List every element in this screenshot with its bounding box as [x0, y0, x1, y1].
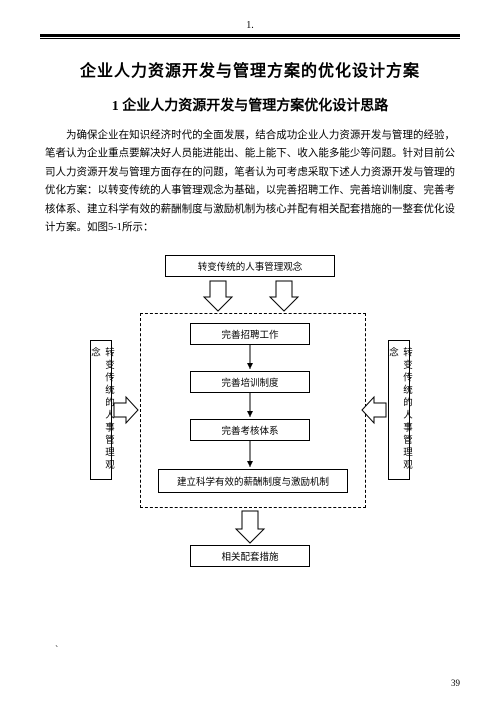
- page-number: 39: [451, 678, 460, 688]
- section-heading: 1 企业人力资源开发与管理方案优化设计思路: [45, 95, 455, 115]
- document-title: 企业人力资源开发与管理方案的优化设计方案: [45, 57, 455, 81]
- flowchart: 转变传统的人事管理观念 转变传统的人事管理观念 转变传统的人事管理观念 完善招聘…: [80, 255, 420, 595]
- header: 1.: [0, 0, 500, 39]
- flow-step-2: 完善培训制度: [190, 371, 310, 393]
- flow-step-4: 建立科学有效的薪酬制度与激励机制: [158, 469, 348, 493]
- flow-right-side: 转变传统的人事管理观念: [388, 340, 410, 480]
- flow-top-box: 转变传统的人事管理观念: [165, 255, 335, 277]
- flow-left-side: 转变传统的人事管理观念: [90, 340, 112, 480]
- content-area: 企业人力资源开发与管理方案的优化设计方案 1 企业人力资源开发与管理方案优化设计…: [0, 39, 500, 595]
- flow-step-3: 完善考核体系: [190, 419, 310, 441]
- header-rule-thick: [40, 34, 460, 37]
- flow-step-1: 完善招聘工作: [190, 323, 310, 345]
- flow-bottom-box: 相关配套措施: [190, 545, 310, 567]
- header-number: 1.: [40, 20, 460, 31]
- stray-mark: `: [55, 645, 58, 656]
- body-paragraph: 为确保企业在知识经济时代的全面发展，结合成功企业人力资源开发与管理的经验，笔者认…: [45, 127, 455, 237]
